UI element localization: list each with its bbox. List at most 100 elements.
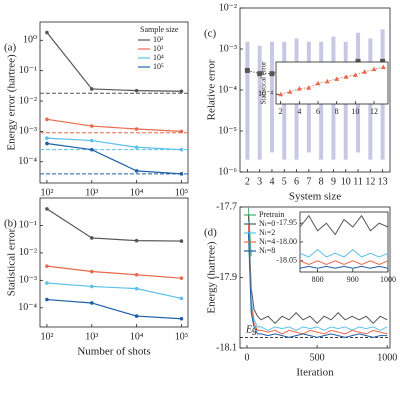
- x-tick-label: 800: [312, 275, 324, 284]
- y-tick-label: 10⁻³: [219, 43, 237, 54]
- legend-title: Sample size: [140, 25, 179, 34]
- panel-label: (a): [4, 42, 17, 54]
- x-tick-label: 6: [294, 176, 299, 187]
- reference-label: Eg: [245, 325, 257, 336]
- x-tick-label: 500: [310, 352, 325, 363]
- x-tick-label: 10²: [40, 331, 53, 342]
- marker: [334, 76, 340, 81]
- x-tick-label: 7: [306, 176, 311, 187]
- y-tick-label: 10⁻³: [19, 275, 37, 286]
- marker: [134, 127, 139, 131]
- x-tick-label: 4: [297, 107, 301, 116]
- x-tick-label: 12: [370, 107, 378, 116]
- y-tick-label: 10⁻¹: [19, 65, 37, 76]
- series-line: [299, 248, 389, 258]
- legend-label: 10⁵: [153, 62, 164, 71]
- marker: [179, 172, 184, 176]
- series-line: [247, 224, 388, 335]
- marker: [315, 80, 321, 86]
- legend-label: Nₗ=4: [259, 237, 275, 246]
- y-tick-label: 10⁻⁵: [218, 125, 237, 136]
- x-tick-label: 10⁵: [175, 187, 189, 198]
- x-tick-label: 2: [245, 176, 250, 187]
- series-line: [46, 142, 182, 175]
- marker: [134, 286, 139, 291]
- x-tick-label: 8: [335, 107, 339, 116]
- marker: [278, 91, 284, 97]
- series-line: [299, 265, 389, 269]
- panel-label: (c): [204, 28, 217, 40]
- marker: [287, 89, 293, 94]
- marker: [306, 85, 312, 90]
- y-tick-label: -18.1: [216, 342, 237, 353]
- x-tick-label: 5: [282, 176, 287, 187]
- x-tick-label: 10⁴: [130, 331, 144, 342]
- marker: [380, 58, 386, 64]
- legend-label: 10²: [153, 35, 164, 44]
- marker: [89, 87, 94, 91]
- x-axis-label: System size: [289, 191, 341, 203]
- y-tick-label: 10⁻⁴: [18, 302, 37, 313]
- legend-label: Nₗ=2: [259, 228, 275, 237]
- marker: [89, 301, 94, 305]
- marker: [244, 67, 250, 73]
- legend-label: Pretrain: [259, 210, 284, 219]
- x-tick-label: 10²: [40, 187, 53, 198]
- marker: [134, 145, 139, 150]
- x-axis-label: Number of shots: [77, 346, 150, 358]
- axes-frame: [39, 21, 189, 184]
- marker: [380, 64, 386, 70]
- y-axis-label: Energy error (hartree): [6, 54, 18, 151]
- marker: [89, 284, 94, 289]
- x-tick-label: 2: [279, 107, 283, 116]
- x-tick-label: 10³: [85, 187, 98, 198]
- y-tick-label: 10⁻²: [219, 2, 237, 13]
- axes-frame: [39, 197, 189, 328]
- series-line: [46, 118, 182, 132]
- x-tick-label: 11: [353, 176, 363, 187]
- x-tick-label: 10⁴: [130, 187, 144, 198]
- series-line: [46, 265, 182, 279]
- spread: [245, 41, 250, 160]
- axes-frame: [275, 61, 389, 105]
- marker: [45, 30, 49, 35]
- marker: [134, 88, 139, 93]
- marker: [343, 74, 349, 79]
- marker: [179, 129, 184, 134]
- legend-label: 10⁴: [153, 53, 164, 62]
- y-axis-label: Relative error: [206, 59, 218, 120]
- marker: [134, 272, 139, 277]
- marker: [45, 207, 49, 211]
- x-tick-label: 13: [378, 176, 388, 187]
- y-tick-label: 10⁻²: [19, 247, 37, 258]
- x-tick-label: 1000: [380, 275, 396, 284]
- marker: [355, 58, 361, 64]
- marker: [45, 281, 49, 285]
- marker: [89, 147, 94, 152]
- marker: [134, 238, 139, 243]
- x-tick-label: 9: [331, 176, 336, 187]
- marker: [134, 314, 139, 318]
- x-tick-label: 4: [269, 176, 274, 187]
- y-tick-label: 10⁻²: [19, 95, 37, 106]
- marker: [45, 117, 49, 122]
- x-tick-label: 6: [316, 107, 320, 116]
- marker: [89, 124, 94, 128]
- y-axis-label: Statistical error: [6, 228, 18, 296]
- inset-bg: [276, 62, 388, 104]
- spread: [269, 41, 274, 153]
- x-tick-label: 10: [341, 176, 351, 187]
- series-line: [247, 221, 388, 331]
- panel-label: (d): [204, 227, 217, 239]
- x-tick-label: 1000: [377, 352, 397, 363]
- y-tick-label: -17.9: [216, 272, 237, 283]
- x-tick-label: 10⁵: [175, 331, 189, 342]
- marker: [134, 169, 139, 173]
- marker: [179, 89, 184, 94]
- y-tick-label: -17.7: [216, 201, 237, 212]
- series-line: [46, 298, 182, 320]
- y-tick-label: 10⁻³: [19, 126, 37, 137]
- panel-label: (b): [4, 218, 17, 230]
- legend-label: Nₗ=8: [259, 246, 275, 255]
- marker: [179, 296, 184, 301]
